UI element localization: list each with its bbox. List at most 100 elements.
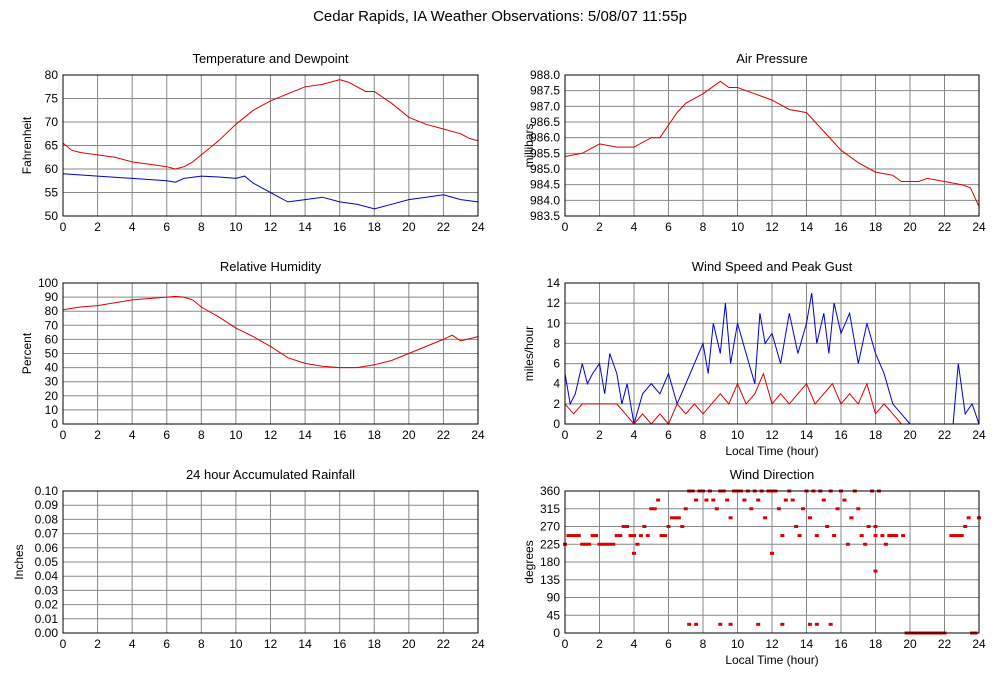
wind-x-tick-label: 10: [731, 428, 745, 442]
direction-grid: [565, 491, 979, 633]
humidity-series-line-0: [62, 295, 479, 369]
humidity-y-tick-label: 0: [51, 417, 58, 431]
direction-point: [780, 622, 785, 626]
direction-point: [683, 507, 688, 511]
direction-x-tick-label: 24: [972, 637, 986, 651]
wind-y-tick-label: 2: [553, 397, 560, 411]
direction-x-tick-label: 8: [700, 637, 707, 651]
direction-x-tick-label: 14: [800, 637, 814, 651]
humidity-y-tick-label: 50: [45, 347, 59, 361]
temp-x-tick-label: 10: [229, 220, 243, 234]
direction-point: [901, 534, 906, 538]
direction-x-tick-label: 18: [869, 637, 883, 651]
direction-point: [894, 534, 899, 538]
rain-y-tick-label: 0.01: [35, 612, 59, 626]
direction-point: [645, 534, 650, 538]
humidity-x-tick-label: 6: [163, 428, 170, 442]
pressure-title: Air Pressure: [736, 51, 808, 66]
pressure-x-tick-label: 2: [596, 220, 603, 234]
temp-x-tick-label: 2: [94, 220, 101, 234]
wind-series-line-1: [564, 372, 979, 425]
direction-point: [638, 534, 643, 538]
direction-point: [590, 534, 595, 538]
direction-point: [694, 622, 699, 626]
rain-x-tick-label: 6: [163, 637, 170, 651]
pressure-x-tick-label: 10: [731, 220, 745, 234]
pressure-y-tick-label: 983.5: [530, 209, 560, 223]
direction-title: Wind Direction: [730, 467, 815, 482]
temperature-dewpoint-chart: Temperature and Dewpoint 0 2 4 6 8 10 12 14 16 18 2…: [0, 44, 500, 244]
rain-y-tick-label: 0.08: [35, 512, 59, 526]
pressure-y-tick-label: 985.0: [530, 162, 560, 176]
humidity-x-tick-label: 14: [298, 428, 312, 442]
rain-x-tick-label: 14: [298, 637, 312, 651]
direction-y-tick-label: 270: [540, 520, 560, 534]
humidity-x-tick-label: 8: [198, 428, 205, 442]
direction-point: [756, 622, 761, 626]
humidity-y-tick-label: 70: [45, 318, 59, 332]
humidity-x-tick-label: 10: [229, 428, 243, 442]
wind-x-tick-label: 12: [765, 428, 779, 442]
direction-point: [728, 516, 733, 520]
direction-y-tick-label: 90: [547, 591, 561, 605]
direction-point: [952, 534, 957, 538]
direction-point: [673, 516, 678, 520]
humidity-x-tick-label: 0: [60, 428, 67, 442]
pressure-grid: [565, 75, 979, 216]
wind-y-tick-label: 8: [553, 336, 560, 350]
direction-point: [956, 534, 961, 538]
direction-point: [776, 507, 781, 511]
direction-point: [966, 516, 971, 520]
direction-point: [835, 507, 840, 511]
direction-point: [600, 542, 605, 546]
rain-x-tick-label: 4: [129, 637, 136, 651]
direction-point: [576, 534, 581, 538]
wind-x-tick-label: 22: [938, 428, 952, 442]
temp-y-tick-label: 80: [45, 68, 59, 82]
direction-point: [604, 542, 609, 546]
direction-point: [632, 551, 636, 555]
direction-point: [832, 534, 837, 538]
direction-x-tick-label: 12: [765, 637, 779, 651]
pressure-x-tick-label: 8: [700, 220, 707, 234]
direction-point: [770, 551, 774, 555]
rain-y-tick-label: 0.05: [35, 555, 59, 569]
wind-title: Wind Speed and Peak Gust: [692, 259, 853, 274]
wind-plot-frame: [564, 282, 980, 425]
direction-point: [742, 498, 747, 502]
direction-point: [728, 622, 733, 626]
pressure-y-tick-label: 984.0: [530, 193, 560, 207]
temp-series-line-1: [62, 173, 479, 210]
pressure-y-axis-label: millibars: [522, 123, 536, 167]
pressure-x-tick-label: 22: [938, 220, 952, 234]
pressure-x-tick-label: 14: [800, 220, 814, 234]
direction-point: [801, 507, 806, 511]
direction-x-tick-label: 10: [731, 637, 745, 651]
direction-point: [790, 498, 795, 502]
humidity-x-tick-label: 24: [471, 428, 485, 442]
temp-x-tick-label: 6: [163, 220, 170, 234]
rain-x-tick-label: 2: [94, 637, 101, 651]
rain-y-axis-label: Inches: [12, 544, 26, 579]
direction-point: [580, 542, 585, 546]
temp-x-tick-label: 0: [60, 220, 67, 234]
pressure-y-tick-label: 987.5: [530, 84, 560, 98]
rain-y-tick-label: 0.09: [35, 498, 59, 512]
wind-x-tick-label: 2: [596, 428, 603, 442]
direction-y-tick-label: 45: [547, 608, 561, 622]
direction-point: [663, 534, 668, 538]
temp-y-tick-label: 70: [45, 115, 59, 129]
rain-x-tick-label: 24: [471, 637, 485, 651]
direction-point: [652, 507, 657, 511]
wind-x-tick-label: 20: [903, 428, 917, 442]
wind-series-line-0: [564, 293, 980, 425]
direction-point: [856, 507, 861, 511]
humidity-y-tick-label: 30: [45, 375, 59, 389]
direction-point: [611, 542, 616, 546]
rain-y-tick-label: 0.07: [35, 527, 59, 541]
humidity-y-tick-label: 40: [45, 361, 59, 375]
humidity-x-tick-label: 12: [264, 428, 278, 442]
rain-x-tick-label: 8: [198, 637, 205, 651]
wind-y-axis-label: miles/hour: [522, 326, 536, 381]
